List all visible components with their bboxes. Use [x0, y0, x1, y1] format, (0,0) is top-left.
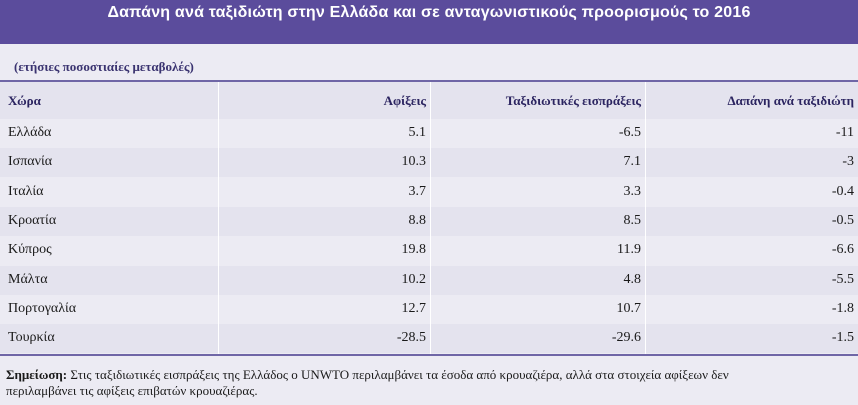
bottom-rule — [0, 354, 858, 356]
cell-receipts: 8.5 — [623, 212, 642, 228]
cell-receipts: 11.9 — [617, 242, 641, 258]
cell-receipts: 4.8 — [623, 271, 642, 287]
column-header-spend: Δαπάνη ανά ταξιδιώτη — [727, 93, 854, 108]
table-row — [0, 324, 858, 354]
cell-spend: -1.8 — [831, 300, 854, 316]
cell-country: Τουρκία — [8, 330, 55, 346]
cell-receipts: -6.5 — [618, 125, 641, 140]
table-row — [0, 206, 858, 236]
cell-country: Μάλτα — [8, 271, 48, 287]
cell-spend: -0.5 — [831, 212, 854, 228]
cell-spend: -0.4 — [831, 183, 854, 199]
cell-receipts: 3.3 — [623, 183, 642, 199]
column-header-country: Χώρα — [8, 93, 41, 108]
footnote-line-2: περιλαμβάνει τις αφίξεις επιβατών κρουαζ… — [6, 383, 258, 398]
cell-receipts: 7.1 — [623, 154, 642, 170]
header-row — [0, 82, 858, 119]
column-divider — [218, 82, 219, 354]
cell-arrivals: 19.8 — [401, 242, 427, 258]
cell-arrivals: -28.5 — [396, 330, 426, 346]
cell-country: Κροατία — [8, 212, 57, 228]
cell-country: Ελλάδα — [8, 125, 52, 140]
column-header-arrivals: Αφίξεις — [383, 93, 426, 108]
cell-arrivals: 12.7 — [401, 300, 427, 316]
cell-arrivals: 10.3 — [401, 154, 427, 170]
cell-spend: -3 — [842, 154, 854, 170]
cell-country: Ισπανία — [8, 154, 53, 170]
title-bar — [0, 0, 858, 44]
footnote: Σημείωση: Στις ταξιδιωτικές εισπράξεις τ… — [6, 367, 856, 399]
table-row — [0, 119, 858, 148]
table-row — [0, 148, 858, 178]
cell-country: Πορτογαλία — [8, 300, 77, 316]
footnote-line-1: Στις ταξιδιωτικές εισπράξεις της Ελλάδος… — [70, 367, 729, 382]
cell-receipts: 10.7 — [616, 300, 642, 316]
column-header-receipts: Ταξιδιωτικές εισπράξεις — [505, 93, 641, 108]
cell-arrivals: 3.7 — [408, 183, 427, 199]
cell-spend: -1.5 — [831, 330, 854, 346]
top-rule — [0, 80, 858, 82]
column-divider — [430, 82, 431, 354]
table-row — [0, 295, 858, 324]
column-divider — [645, 82, 646, 354]
table-row — [0, 178, 858, 207]
cell-arrivals: 5.1 — [408, 125, 427, 140]
cell-spend: -11 — [835, 125, 854, 140]
table-row — [0, 236, 858, 265]
cell-spend: -6.6 — [831, 242, 854, 258]
cell-receipts: -29.6 — [611, 330, 641, 346]
figure-title: Δαπάνη ανά ταξιδιώτη στην Ελλάδα και σε … — [107, 4, 751, 21]
cell-country: Ιταλία — [8, 183, 44, 199]
units-label: (ετήσιες ποσοστιαίες μεταβολές) — [14, 59, 194, 74]
cell-country: Κύπρος — [8, 242, 52, 258]
table-row — [0, 265, 858, 295]
footnote-label: Σημείωση: — [6, 367, 68, 382]
cell-arrivals: 8.8 — [408, 212, 427, 228]
cell-spend: -5.5 — [831, 271, 854, 287]
cell-arrivals: 10.2 — [401, 271, 427, 287]
